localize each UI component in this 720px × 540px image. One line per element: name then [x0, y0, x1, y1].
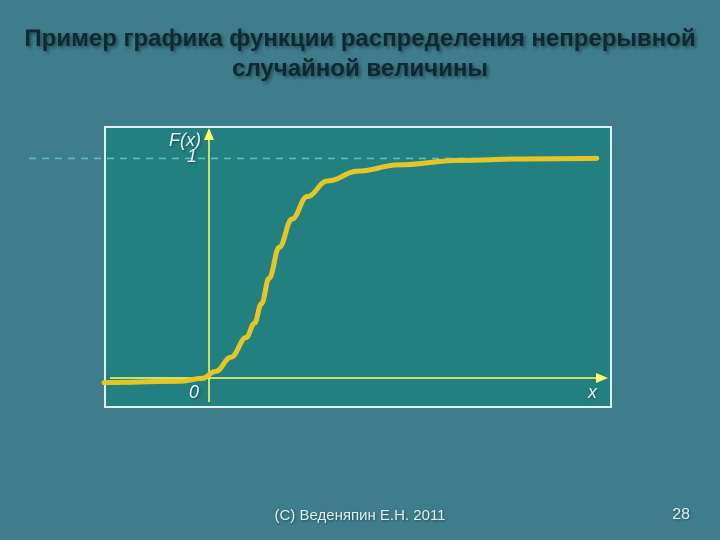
footer-copyright: (C) Веденяпин Е.Н. 2011: [0, 507, 720, 524]
page-number: 28: [672, 506, 690, 524]
x-axis-label: x: [588, 382, 597, 403]
x-zero-label: 0: [189, 382, 199, 403]
slide: Пример графика функции распределения неп…: [0, 0, 720, 540]
y-one-label: 1: [187, 146, 197, 167]
cdf-chart: [0, 0, 720, 540]
